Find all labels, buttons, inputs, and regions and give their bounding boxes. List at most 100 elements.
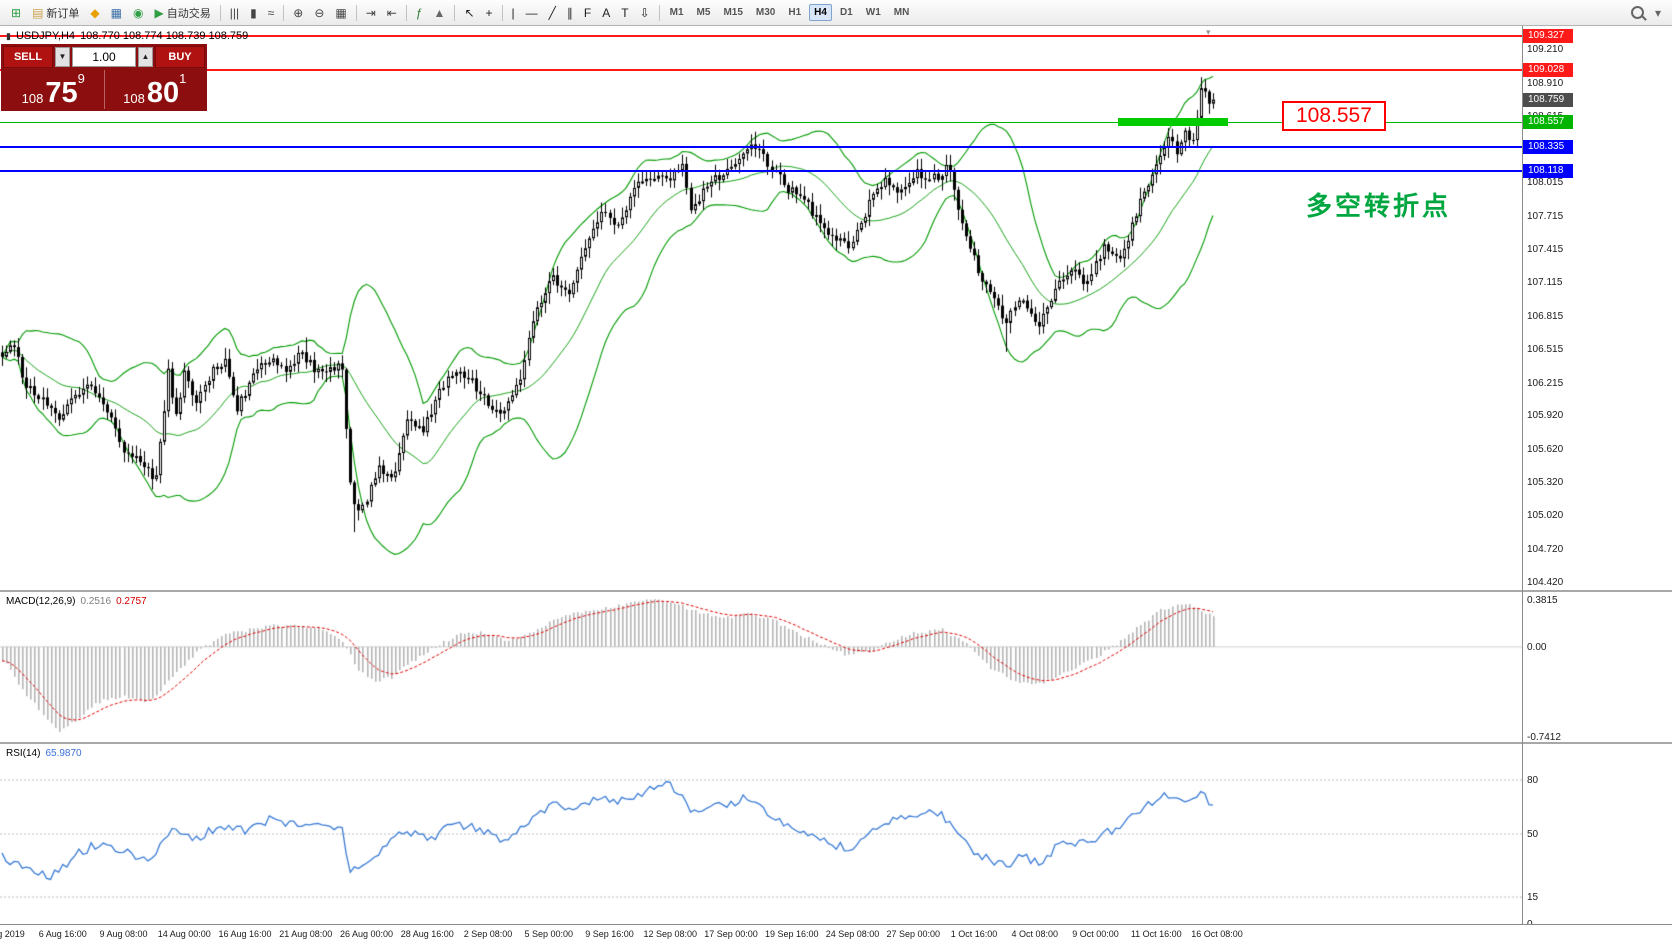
tf-M5[interactable]: M5 — [696, 7, 711, 18]
turning-point-note[interactable]: 多空转折点 — [1306, 191, 1452, 221]
favorites-icon: ◆ — [90, 5, 100, 20]
indicators-icon[interactable]: ƒ — [411, 2, 428, 24]
time-label: 14 Aug 00:00 — [157, 929, 211, 939]
trendline-icon[interactable]: ╱ — [544, 2, 561, 24]
zoom-in-icon: ⊕ — [293, 5, 304, 20]
rsi-scale-label: 15 — [1527, 892, 1539, 903]
symbol-title: ▮ USDJPY,H4 108.770 108.774 108.739 108.… — [6, 30, 248, 42]
lot-increase-button[interactable]: ▲ — [138, 47, 153, 67]
channel-icon[interactable]: ∥ — [562, 2, 578, 24]
time-label: 16 Oct 08:00 — [1191, 929, 1243, 939]
label-icon[interactable]: T — [616, 2, 633, 24]
crosshair-icon[interactable]: + — [481, 2, 498, 24]
price-scale-label: 109.210 — [1527, 44, 1564, 56]
macd-panel-canvas[interactable] — [0, 592, 1522, 742]
horizontal-line-108.557[interactable] — [0, 121, 1522, 123]
time-label: 12 Sep 08:00 — [643, 929, 698, 939]
buy-price-button[interactable]: 108 80 1 — [105, 70, 206, 109]
time-label: 9 Aug 08:00 — [99, 929, 148, 939]
text-icon: A — [602, 5, 611, 20]
support-zone-rectangle[interactable] — [1118, 118, 1228, 126]
community-icon[interactable]: ◉ — [128, 2, 148, 24]
zoom-in-icon[interactable]: ⊕ — [288, 2, 308, 24]
profiles-icon[interactable]: ▦ — [106, 2, 127, 24]
auto-scroll-icon[interactable]: ⇥ — [361, 2, 381, 24]
tf-M30[interactable]: M30 — [755, 7, 776, 18]
price-badge-109.327: 109.327 — [1523, 29, 1573, 44]
tf-H1[interactable]: H1 — [788, 7, 802, 18]
sell-button[interactable]: SELL — [3, 46, 53, 68]
time-label: 16 Aug 16:00 — [218, 929, 272, 939]
cursor-icon[interactable]: ↖ — [459, 2, 479, 24]
toolbar: ⊞ ▤ 新订单 ◆ ▦ ◉ ▶ 自动交易 ||| ▮ ≈ ⊕ ⊖ ▦ ⇥ ⇤ ƒ ▲ ↖ + | — ╱ ∥ F A T ⇩ M1 M5 M… — [0, 0, 1672, 26]
time-label: 17 Sep 00:00 — [704, 929, 758, 939]
arrows-icon[interactable]: ⇩ — [635, 2, 655, 24]
horizontal-line-109.028[interactable] — [0, 68, 1522, 71]
autotrading-icon: ▶ — [154, 5, 164, 20]
chart-shift-icon[interactable]: ⇤ — [382, 2, 402, 24]
tf-W1[interactable]: W1 — [865, 7, 881, 18]
macd-indicator-label: MACD(12,26,9) 0.2516 0.2757 — [6, 596, 147, 607]
tf-M15[interactable]: M15 — [723, 7, 743, 18]
price-scale-label: 106.215 — [1527, 377, 1564, 389]
tf-H4[interactable]: H4 — [809, 4, 832, 21]
chart-line-icon[interactable]: ≈ — [263, 2, 280, 24]
chart-shift-marker[interactable]: ▾ — [1206, 27, 1211, 37]
buy-price-base: 108 — [123, 90, 145, 106]
tf-D1[interactable]: D1 — [839, 7, 853, 18]
chevron-down-icon[interactable]: ▾ — [1650, 2, 1666, 24]
arrows-icon: ⇩ — [639, 5, 650, 20]
tf-MN[interactable]: MN — [893, 7, 910, 18]
toolbar-separator — [454, 4, 456, 21]
panel-splitter-rsi[interactable] — [0, 742, 1672, 744]
main-chart-canvas[interactable] — [0, 26, 1522, 590]
time-label: 27 Sep 00:00 — [886, 929, 941, 939]
cursor-icon: ↖ — [464, 5, 475, 20]
time-label: 11 Oct 16:00 — [1130, 929, 1182, 939]
price-axis[interactable]: 0.38150.00-0.74128050150109.210108.91010… — [1523, 26, 1672, 930]
favorites-icon[interactable]: ◆ — [85, 2, 104, 24]
horizontal-line-108.118[interactable] — [0, 169, 1522, 172]
time-axis[interactable]: 1 Aug 2019 6 Aug 16:00 9 Aug 08:00 14 Aug 0… — [0, 925, 1672, 951]
lot-decrease-button[interactable]: ▼ — [55, 47, 70, 67]
tf-M1[interactable]: M1 — [669, 7, 684, 18]
price-scale-label: 105.620 — [1527, 443, 1564, 455]
panel-splitter-macd[interactable] — [0, 590, 1672, 592]
new-chart-icon[interactable]: ⊞ — [6, 2, 26, 24]
price-badge-108.557: 108.557 — [1523, 115, 1573, 129]
price-axis-separator — [1522, 26, 1523, 924]
horizontal-line-108.335[interactable] — [0, 145, 1522, 148]
price-badge-108.118: 108.118 — [1523, 163, 1573, 178]
tile-windows-icon[interactable]: ▦ — [330, 2, 351, 24]
hline-icon[interactable]: — — [521, 2, 543, 24]
buy-button[interactable]: BUY — [155, 46, 205, 68]
chart-bars-icon[interactable]: ||| — [225, 2, 244, 24]
price-scale-label: 108.015 — [1527, 177, 1564, 189]
crosshair-icon: + — [485, 5, 493, 20]
lot-size-input[interactable] — [72, 47, 136, 67]
autotrading-button[interactable]: ▶ 自动交易 — [149, 2, 215, 24]
price-level-label[interactable]: 108.557 — [1282, 101, 1386, 131]
horizontal-line-109.327[interactable] — [0, 35, 1522, 38]
fibo-icon[interactable]: F — [579, 2, 596, 24]
time-label: 1 Aug 2019 — [0, 929, 25, 939]
new-chart-icon: ⊞ — [11, 5, 22, 20]
toolbar-separator — [219, 4, 221, 21]
vline-icon: | — [511, 5, 515, 20]
zoom-out-icon[interactable]: ⊖ — [309, 2, 329, 24]
search-icon[interactable] — [1626, 2, 1649, 24]
objects-icon[interactable]: ▲ — [429, 2, 451, 24]
text-icon[interactable]: A — [597, 2, 615, 24]
chart-candles-icon[interactable]: ▮ — [245, 2, 262, 24]
price-scale-label: 108.910 — [1527, 77, 1564, 89]
hline-icon: — — [525, 5, 538, 20]
buy-price-pips: 80 — [146, 76, 180, 109]
objects-icon: ▲ — [433, 5, 446, 20]
time-label: 19 Sep 16:00 — [764, 929, 819, 939]
sell-price-button[interactable]: 108 75 9 — [3, 70, 105, 109]
time-axis-separator — [0, 924, 1672, 925]
rsi-panel-canvas[interactable] — [0, 744, 1522, 924]
new-order-button[interactable]: ▤ 新订单 — [27, 2, 84, 24]
vline-icon[interactable]: | — [507, 2, 520, 24]
